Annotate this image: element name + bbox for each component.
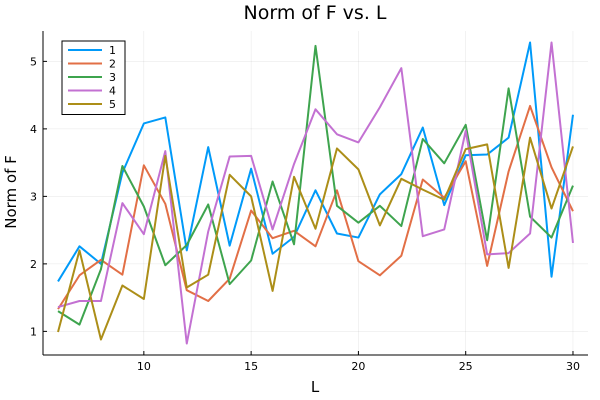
legend-label-3: 3 [109, 71, 116, 84]
legend-label-4: 4 [109, 85, 116, 98]
grid [43, 31, 588, 355]
series-line-2 [57, 104, 574, 310]
x-axis-title: L [311, 378, 320, 396]
chart-title: Norm of F vs. L [244, 2, 387, 24]
y-axis-title: Norm of F [2, 155, 20, 229]
axes [42, 31, 588, 356]
x-tick-label: 10 [137, 360, 151, 373]
x-tick-label: 20 [351, 360, 365, 373]
legend-label-1: 1 [109, 44, 116, 57]
legend-label-5: 5 [109, 98, 116, 111]
y-tick-label: 4 [30, 123, 37, 136]
y-tick-label: 5 [30, 55, 37, 68]
y-tick-label: 1 [30, 325, 37, 338]
x-tick-label: 15 [244, 360, 258, 373]
y-tick-label: 3 [30, 190, 37, 203]
series-line-1 [57, 41, 574, 282]
x-tick-label: 30 [566, 360, 580, 373]
y-tick-label: 2 [30, 258, 37, 271]
x-tick-label: 25 [459, 360, 473, 373]
series-lines [57, 41, 574, 345]
series-line-4 [57, 41, 574, 345]
series-line-3 [57, 44, 574, 326]
series-line-5 [57, 136, 574, 341]
legend-label-2: 2 [109, 58, 116, 71]
